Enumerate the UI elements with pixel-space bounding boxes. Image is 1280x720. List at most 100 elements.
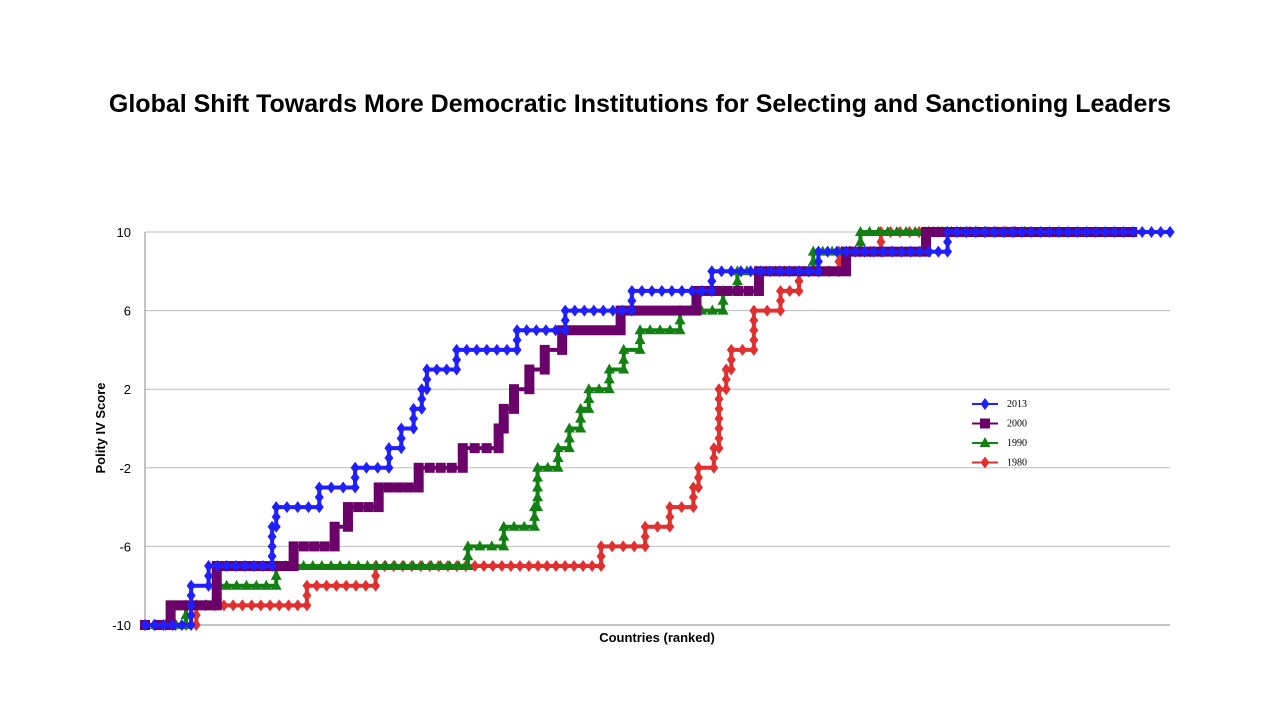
series-2013-marker (1026, 226, 1036, 238)
series-2013-marker (1119, 226, 1129, 238)
series-2013-marker (627, 304, 637, 317)
series-1990-marker (352, 560, 364, 571)
series-1980-marker (497, 560, 507, 573)
series-1980-marker (721, 383, 731, 396)
series-2000-marker (753, 276, 764, 287)
series-2013-marker (560, 324, 570, 337)
series-2000-marker (930, 227, 941, 237)
x-axis-label: Countries (ranked) (599, 630, 715, 645)
series-1980-marker (776, 294, 785, 307)
series-2013-marker (231, 560, 241, 573)
series-2000-marker (342, 511, 353, 522)
series-1990-marker (407, 560, 419, 571)
series-1990-marker (909, 226, 921, 236)
series-2000-marker (446, 462, 457, 473)
series-2013-marker (531, 324, 541, 337)
series-2013-marker (1165, 226, 1175, 238)
gridlines (145, 231, 1170, 547)
series-2000-marker (681, 305, 692, 316)
series-2013-marker (915, 245, 925, 258)
series-2013-marker (1017, 226, 1027, 238)
series-1990-marker (575, 422, 587, 433)
series-1980-marker (738, 343, 748, 356)
series-2013-marker (422, 373, 432, 386)
series-2013-marker (1137, 226, 1147, 238)
series-2013-marker (158, 619, 168, 631)
series-2013-marker (314, 501, 324, 514)
series-1990-marker (316, 560, 328, 571)
series-2013-marker (717, 265, 727, 278)
series-1980-marker (749, 343, 759, 356)
series-2013-marker (258, 560, 268, 573)
series-2000-marker (615, 315, 626, 326)
series-2000-marker (211, 590, 222, 601)
series-2013-marker (432, 363, 442, 376)
y-tick-label: 10 (117, 225, 131, 240)
series-2013-marker (1035, 226, 1045, 238)
series-2013-marker (1063, 226, 1073, 238)
series-1990-marker (634, 324, 646, 335)
legend-item-1990: 1990 (972, 437, 1027, 449)
series-1980-marker (688, 501, 698, 514)
series-2000-marker (493, 433, 504, 444)
series-2013-marker (384, 461, 394, 474)
series-1990-marker (674, 324, 686, 335)
series-2000-marker (383, 482, 394, 493)
series-2013-marker (989, 226, 999, 238)
series-2013-marker (1146, 226, 1156, 238)
series-2000-marker (165, 600, 176, 611)
series-1980-marker (351, 579, 361, 592)
series-2013-marker (1128, 226, 1138, 238)
series-1990-marker (416, 560, 428, 571)
series-1980-marker (776, 304, 785, 317)
series-1990-marker (882, 226, 894, 236)
series-1990-marker (603, 363, 615, 374)
series-2013-marker (1045, 226, 1055, 238)
series-1980-marker (749, 314, 759, 327)
series-2013-marker (502, 343, 512, 356)
series-2013-marker (551, 324, 561, 337)
series-2013-marker (1072, 226, 1082, 238)
series-2000-marker (413, 472, 424, 483)
series-1990-marker (717, 294, 729, 305)
series-2000-marker (524, 384, 535, 395)
series-1980-marker (721, 373, 731, 386)
series-2013-marker (617, 304, 627, 317)
series-1980-marker (665, 501, 675, 514)
series-2013-marker (1156, 226, 1166, 238)
series-1980-marker (709, 461, 719, 474)
series-2013-marker (482, 343, 492, 356)
y-tick-label: -6 (119, 539, 131, 554)
series-1980-marker (876, 235, 886, 248)
series-1980-marker (331, 579, 341, 592)
series-2013-marker (271, 510, 281, 523)
series-1980-marker (191, 609, 201, 622)
series-2013-marker (813, 255, 823, 268)
series-2013-marker (422, 383, 432, 396)
series-2013-marker (1054, 226, 1064, 238)
series-2013-marker (186, 599, 196, 612)
series-1990-marker (674, 314, 686, 325)
legend-label: 1990 (1007, 438, 1027, 449)
y-tick-label: 6 (124, 304, 131, 319)
series-2013-marker (417, 402, 427, 415)
series-2013-marker (204, 579, 214, 592)
series-1990-marker (498, 530, 510, 541)
series-2013-marker (267, 530, 277, 543)
series-2013-marker (1091, 226, 1101, 238)
series-2013-marker (637, 284, 647, 297)
series-2013-marker (832, 245, 842, 258)
series-1980-marker (371, 579, 381, 592)
series-1980-marker (714, 412, 724, 425)
series-1980-marker (785, 284, 795, 297)
series-1980-marker (191, 619, 201, 631)
series-1990-marker (474, 540, 486, 551)
series-1980-marker (341, 579, 351, 592)
series-2013-marker (396, 422, 406, 435)
series-2000-marker (644, 305, 655, 316)
series-2000-marker (743, 285, 754, 296)
series-1990-marker (563, 422, 575, 433)
series-2013-marker (961, 226, 971, 238)
series-1980-marker (237, 599, 247, 612)
